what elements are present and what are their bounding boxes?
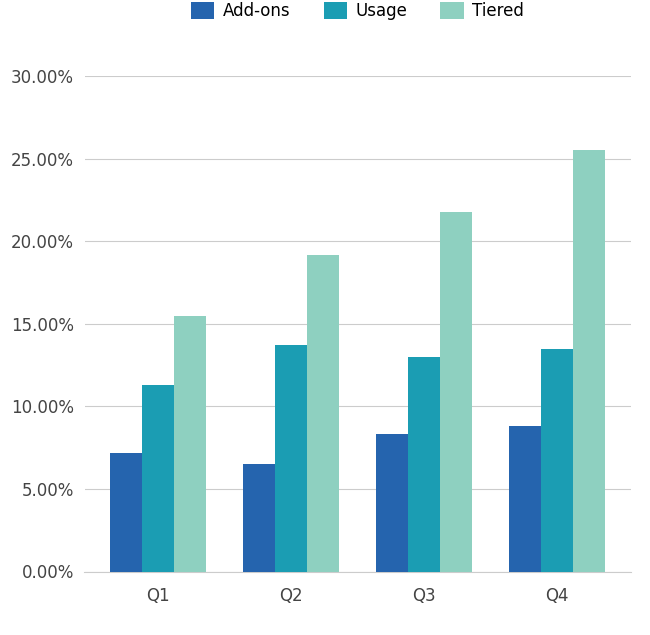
Bar xyxy=(408,357,440,572)
Bar xyxy=(440,211,472,572)
Bar xyxy=(174,316,205,572)
Bar xyxy=(376,434,408,572)
Bar xyxy=(307,255,339,572)
Bar xyxy=(510,426,541,572)
Bar xyxy=(541,349,573,572)
Bar xyxy=(110,453,142,572)
Bar xyxy=(142,385,174,572)
Bar xyxy=(275,345,307,572)
Legend: Add-ons, Usage, Tiered: Add-ons, Usage, Tiered xyxy=(185,0,530,27)
Bar xyxy=(243,464,275,572)
Bar xyxy=(573,150,605,572)
